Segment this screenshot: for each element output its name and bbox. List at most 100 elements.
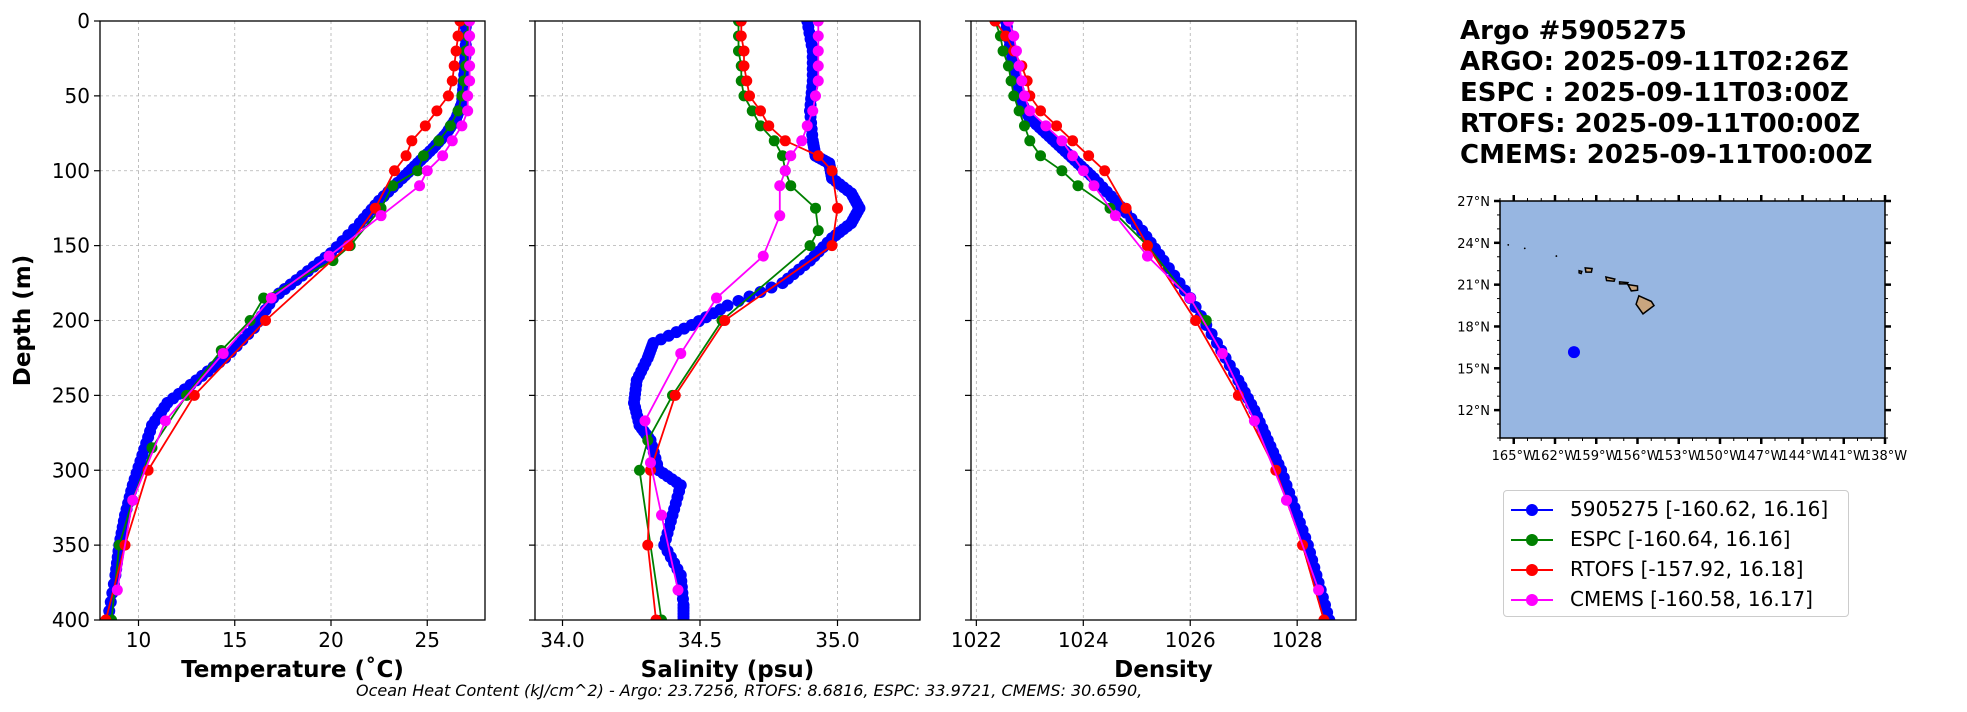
data-point-rtofs [1051, 120, 1063, 132]
data-point-cmems [812, 60, 824, 72]
map-x-tick-label: 162°W [1533, 449, 1577, 464]
data-point-rtofs [400, 150, 412, 162]
data-point-cmems [464, 60, 476, 72]
data-point-cmems [323, 250, 335, 262]
data-point-cmems [812, 45, 824, 57]
map-x-tick-label: 150°W [1698, 449, 1742, 464]
data-point-cmems [437, 150, 449, 162]
data-point-rtofs [642, 539, 654, 551]
data-point-espc [244, 315, 256, 326]
x-axis-label: Salinity (psu) [641, 657, 815, 683]
data-point-cmems [1141, 250, 1153, 262]
data-point-cmems [1313, 584, 1325, 596]
data-point-cmems [672, 584, 684, 596]
island-shape [1578, 269, 1583, 275]
data-point-cmems [1077, 165, 1089, 177]
legend-marker-icon [1526, 594, 1538, 606]
data-point-rtofs [442, 90, 454, 102]
data-point-cmems [1216, 347, 1228, 359]
x-tick-label: 1028 [1272, 628, 1323, 652]
legend-label: 5905275 [-160.62, 16.16] [1570, 497, 1829, 521]
map-x-tick-label: 156°W [1615, 449, 1659, 464]
data-point-5905275 [677, 614, 690, 620]
legend-marker-icon [1526, 534, 1538, 546]
data-point-cmems [111, 584, 123, 596]
data-point-cmems [421, 165, 433, 177]
map-y-tick-label: 24°N [1457, 237, 1490, 252]
x-axis-label: Density [1114, 657, 1213, 683]
data-point-rtofs [1083, 150, 1095, 162]
data-point-cmems [774, 180, 786, 192]
profile-panel-density: 1022 1024 1026 1028 Density [951, 20, 1357, 683]
data-point-espc [812, 225, 824, 237]
data-point-espc [746, 105, 758, 117]
data-point-cmems [1248, 415, 1260, 427]
data-point-rtofs [419, 120, 431, 132]
x-tick-label: 10 [126, 628, 151, 652]
data-point-cmems [464, 75, 476, 87]
data-point-rtofs [431, 105, 443, 117]
data-point-rtofs [389, 165, 401, 177]
y-tick-label: 350 [52, 533, 90, 557]
data-point-cmems [639, 415, 651, 427]
data-point-cmems [812, 21, 824, 27]
ocean-background [1500, 201, 1885, 438]
data-point-rtofs [669, 389, 681, 401]
data-point-espc [997, 45, 1009, 57]
data-point-cmems [656, 509, 667, 521]
data-point-cmems [1184, 292, 1196, 304]
map-x-tick-label: 147°W [1739, 449, 1783, 464]
data-point-espc [1005, 75, 1017, 87]
argo-time: ARGO: 2025-09-11T02:26Z [1460, 47, 1849, 77]
data-point-rtofs [448, 60, 460, 72]
y-tick-label: 300 [52, 458, 90, 482]
data-point-rtofs [744, 90, 755, 102]
island-shape [1618, 281, 1630, 285]
data-point-espc [777, 150, 788, 162]
data-point-espc [433, 135, 445, 147]
data-point-cmems [127, 494, 139, 506]
data-point-rtofs [812, 150, 824, 162]
data-point-rtofs [719, 315, 731, 326]
series-group [100, 21, 476, 620]
data-point-cmems [807, 105, 819, 117]
legend-entry-cmems: CMEMS [-160.58, 16.17] [1504, 585, 1848, 615]
data-point-espc [634, 464, 645, 476]
data-point-rtofs [826, 165, 838, 177]
data-point-cmems [645, 457, 656, 469]
legend-marker-icon [1526, 504, 1538, 516]
y-tick-label: 0 [77, 9, 90, 33]
data-point-rtofs [741, 75, 753, 87]
data-point-rtofs [1141, 240, 1153, 252]
x-axis-label: Temperature (˚C) [181, 656, 404, 683]
map-y-tick-label: 15°N [1457, 362, 1490, 377]
data-point-cmems [711, 292, 722, 304]
data-point-rtofs [406, 135, 418, 147]
cmems-time: CMEMS: 2025-09-11T00:00Z [1460, 140, 1873, 170]
data-point-rtofs [1120, 202, 1132, 214]
map-x-tick-label: 165°W [1492, 449, 1536, 464]
island-shape [1635, 294, 1656, 315]
data-point-cmems [779, 165, 791, 177]
data-point-rtofs [738, 45, 750, 57]
data-point-cmems [1016, 75, 1028, 87]
y-tick-label: 200 [52, 309, 90, 333]
y-tick-label: 100 [52, 159, 90, 183]
data-point-cmems [1088, 180, 1100, 192]
data-point-cmems [265, 292, 277, 304]
legend-label: RTOFS [-157.92, 16.18] [1570, 557, 1804, 581]
data-point-cmems [375, 210, 387, 222]
data-point-rtofs [100, 614, 112, 620]
data-point-espc [768, 135, 780, 147]
data-point-rtofs [1000, 30, 1012, 42]
data-point-rtofs [1318, 614, 1330, 620]
data-point-cmems [1018, 90, 1030, 102]
espc-time: ESPC : 2025-09-11T03:00Z [1460, 78, 1849, 108]
data-point-cmems [462, 90, 474, 102]
map-x-tick-label: 141°W [1822, 449, 1866, 464]
data-point-espc [444, 120, 456, 132]
data-point-5905275 [732, 295, 745, 308]
x-tick-label: 20 [318, 628, 343, 652]
data-point-espc [1200, 315, 1212, 326]
data-point-cmems [217, 347, 229, 359]
